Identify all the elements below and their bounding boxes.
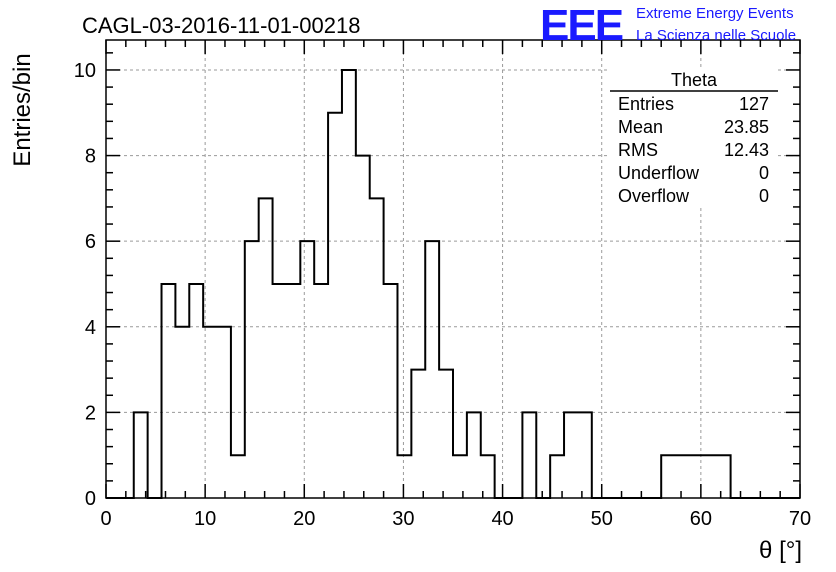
stats-label-overflow: Overflow (618, 186, 690, 206)
histogram-bin (162, 284, 176, 498)
stats-title: Theta (671, 70, 718, 90)
histogram-bin (231, 455, 245, 498)
axis-ticks (105, 40, 801, 499)
histogram-bin (134, 412, 148, 498)
chart-title: CAGL-03-2016-11-01-00218 (82, 13, 360, 38)
histogram-bin (342, 70, 356, 498)
histogram-bin (189, 284, 203, 498)
x-axis-label: θ [°] (759, 537, 802, 564)
histogram-bin (453, 455, 467, 498)
stats-value-mean: 23.85 (724, 117, 769, 137)
stats-label-mean: Mean (618, 117, 663, 137)
histogram-bin (467, 412, 481, 498)
y-tick-label: 6 (85, 231, 96, 253)
y-tick-label: 10 (74, 60, 96, 82)
histogram-bin (300, 241, 314, 498)
x-tick-label: 20 (293, 508, 315, 530)
histogram-bin (328, 113, 342, 498)
histogram-bin (425, 241, 439, 498)
eee-logo: EEE (540, 1, 623, 50)
logo-line-2: La Scienza nelle Scuole (636, 27, 796, 44)
stats-value-underflow: 0 (759, 163, 769, 183)
x-tick-label: 0 (100, 508, 111, 530)
histogram-bin (175, 327, 189, 498)
x-tick-label: 30 (392, 508, 414, 530)
y-tick-label: 8 (85, 146, 96, 168)
histogram-bin (522, 412, 536, 498)
histogram-bin (703, 455, 717, 498)
tick-labels: 0 10 20 30 40 50 60 70 0 2 4 6 8 10 (74, 60, 811, 530)
stats-label-entries: Entries (618, 94, 674, 114)
histogram-bin (286, 284, 300, 498)
histogram-bin (717, 455, 731, 498)
stats-value-overflow: 0 (759, 186, 769, 206)
y-tick-label: 4 (85, 317, 96, 339)
histogram-bin (397, 455, 411, 498)
histogram-bin (384, 284, 398, 498)
histogram-bin (661, 455, 675, 498)
histogram-bin (578, 412, 592, 498)
x-tick-label: 40 (491, 508, 513, 530)
stats-label-rms: RMS (618, 140, 658, 160)
histogram-bin (259, 198, 273, 498)
histogram-bin (439, 370, 453, 498)
logo-line-1: Extreme Energy Events (636, 5, 794, 22)
y-tick-label: 2 (85, 402, 96, 424)
stats-value-entries: 127 (739, 94, 769, 114)
histogram-bin (273, 284, 287, 498)
x-tick-label: 50 (591, 508, 613, 530)
y-axis-label: Entries/bin (9, 53, 36, 166)
histogram-bin (245, 241, 259, 498)
histogram-bin (675, 455, 689, 498)
x-tick-label: 70 (789, 508, 811, 530)
stats-label-underflow: Underflow (618, 163, 700, 183)
y-tick-label: 0 (85, 488, 96, 510)
histogram-bin (370, 198, 384, 498)
plot-frame (105, 39, 801, 499)
x-tick-label: 10 (194, 508, 216, 530)
histogram-bin (314, 284, 328, 498)
stats-box: Theta Entries 127 Mean 23.85 RMS 12.43 U… (610, 68, 778, 208)
histogram-bin (564, 412, 578, 498)
histogram-bin (411, 370, 425, 498)
histogram-bin (356, 156, 370, 498)
stats-value-rms: 12.43 (724, 140, 769, 160)
x-tick-label: 60 (690, 508, 712, 530)
